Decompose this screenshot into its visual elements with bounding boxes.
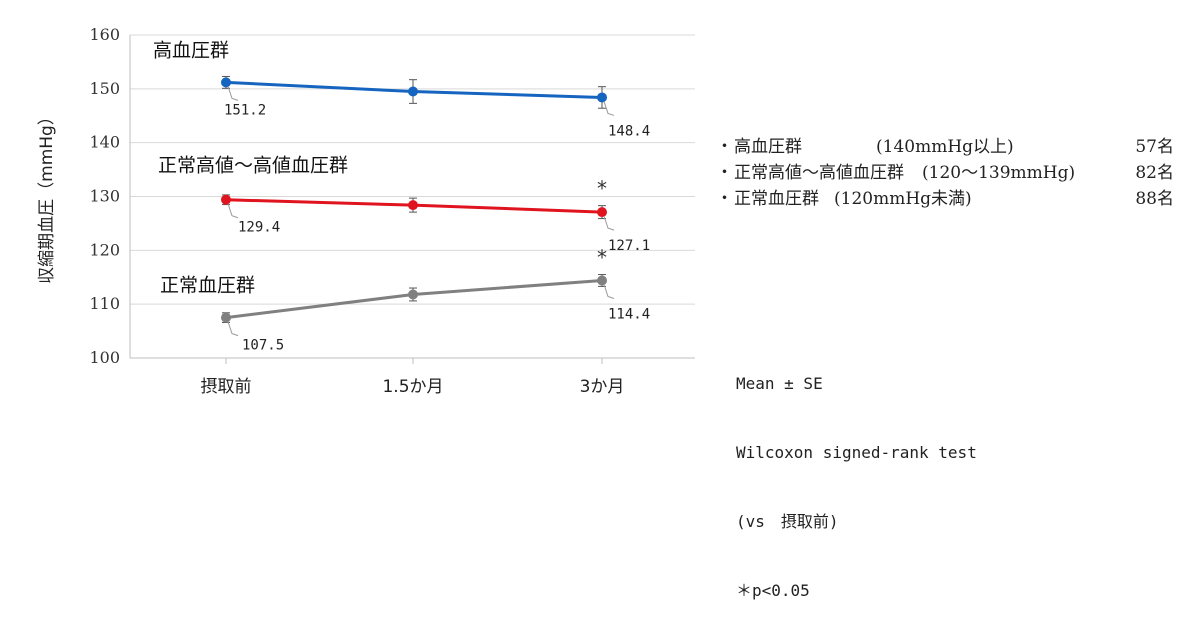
series-name-label: 正常血圧群 [160, 275, 255, 297]
series-name-label: 正常高値〜高値血圧群 [158, 155, 348, 177]
legend-criterion: (140mmHg以上) [876, 137, 1014, 157]
label-leader [227, 203, 239, 219]
y-axis-label: 収縮期血圧（mmHg） [37, 108, 57, 284]
legend-count: 82名 [1135, 163, 1174, 183]
y-tick-label: 100 [89, 348, 120, 367]
series-2: 129.4 127.1 * 正常高値〜高値血圧群 [158, 155, 650, 254]
data-point [408, 200, 418, 211]
x-category-label: 摂取前 [201, 377, 252, 397]
data-label: 148.4 [608, 123, 650, 139]
legend-count: 88名 [1135, 189, 1174, 209]
legend-criterion: (120mmHg未満) [834, 189, 972, 209]
significance-mark: * [597, 246, 607, 270]
x-category-label: 1.5か月 [382, 377, 443, 397]
label-leader [603, 284, 615, 299]
label-leader [227, 321, 239, 337]
x-category-labels: 摂取前 1.5か月 3か月 [201, 377, 625, 397]
note-mean-se: Mean ± SE [736, 374, 823, 393]
series-1: 151.2 148.4 高血圧群 [153, 39, 650, 139]
data-point [597, 275, 607, 286]
data-label: 114.4 [608, 306, 650, 322]
legend-bullet: ・ [716, 163, 733, 183]
legend-item-normal: ・ 正常血圧群 (120mmHg未満) 88名 [716, 186, 1186, 212]
data-point [221, 77, 231, 88]
legend-group-name: 高血圧群 [734, 137, 802, 157]
legend-bullet: ・ [716, 137, 733, 157]
data-point [221, 194, 231, 205]
note-test-name: Wilcoxon signed-rank test [736, 443, 977, 462]
data-point [597, 92, 607, 103]
data-point [408, 86, 418, 97]
y-tick-labels: 100 110 120 130 140 150 160 [89, 25, 120, 367]
label-leader [227, 86, 239, 101]
legend-group-name: 正常高値〜高値血圧群 [734, 163, 904, 183]
data-label: 127.1 [608, 238, 650, 254]
y-tick-label: 140 [89, 133, 120, 152]
legend-count: 57名 [1135, 137, 1174, 157]
legend-bullet: ・ [716, 189, 733, 209]
y-tick-label: 110 [89, 294, 120, 313]
x-category-label: 3か月 [580, 377, 625, 397]
statistics-notes: Mean ± SE Wilcoxon signed-rank test (vs … [736, 326, 977, 625]
data-label: 107.5 [242, 338, 284, 354]
data-label: 129.4 [238, 220, 280, 236]
y-tick-label: 150 [89, 79, 120, 98]
note-significance: ＊p<0.05 [736, 581, 810, 600]
series-group: 151.2148.4高血圧群129.4127.1*正常高値〜高値血圧群107.5… [153, 39, 650, 353]
y-tick-label: 160 [89, 25, 120, 44]
legend-group-name: 正常血圧群 [734, 189, 819, 209]
significance-mark: * [597, 177, 607, 201]
legend-item-hypertension: ・ 高血圧群 (140mmHg以上) 57名 [716, 134, 1186, 160]
legend-item-high-normal: ・ 正常高値〜高値血圧群 (120〜139mmHg) 82名 [716, 160, 1186, 186]
data-label: 151.2 [224, 102, 266, 118]
group-legend: ・ 高血圧群 (140mmHg以上) 57名 ・ 正常高値〜高値血圧群 (120… [716, 134, 1186, 212]
axes [129, 35, 695, 364]
series-name-label: 高血圧群 [153, 39, 229, 61]
data-point [221, 312, 231, 323]
label-leader [603, 101, 615, 116]
note-comparison: (vs 摂取前) [736, 512, 839, 531]
data-point [597, 207, 607, 218]
data-point [408, 289, 418, 300]
y-tick-label: 130 [89, 187, 120, 206]
label-leader [603, 215, 615, 231]
legend-criterion: (120〜139mmHg) [922, 163, 1076, 183]
series-3: 107.5 114.4 * 正常血圧群 [160, 246, 650, 354]
y-tick-label: 120 [89, 240, 120, 259]
